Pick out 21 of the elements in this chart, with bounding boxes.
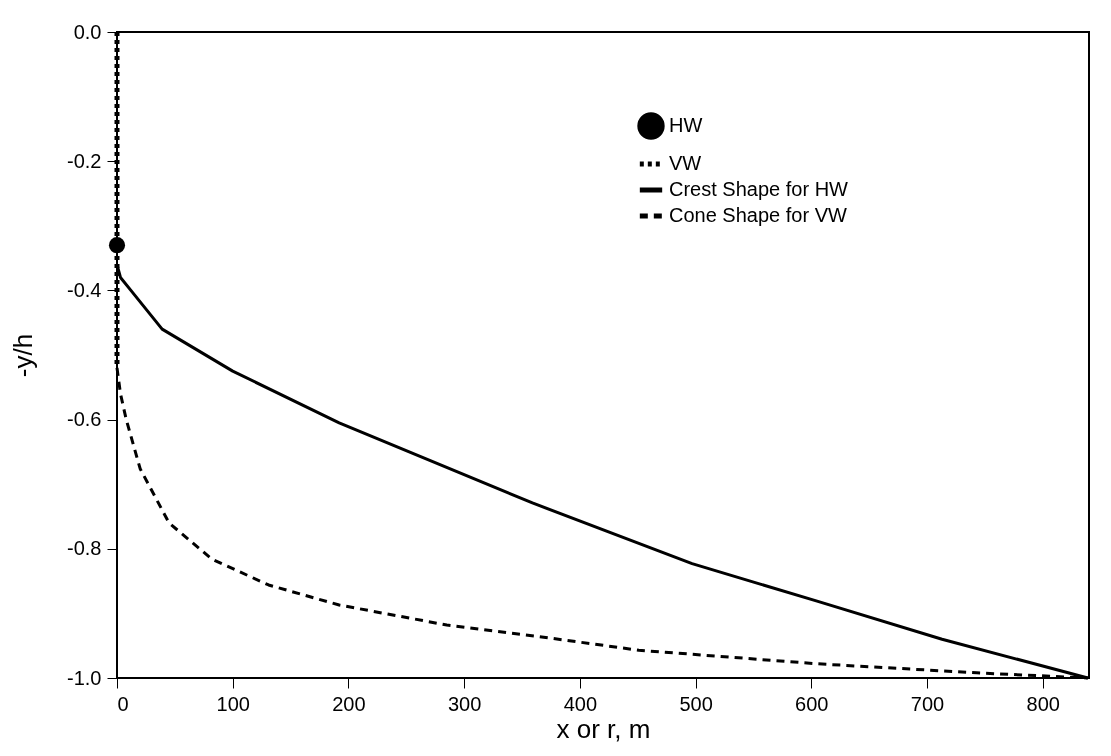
x-tick-label: 400 <box>563 692 598 715</box>
legend-label: Crest Shape for HW <box>669 178 849 200</box>
y-tick-label: -1.0 <box>67 666 102 689</box>
x-tick-label: 500 <box>679 692 713 715</box>
y-axis-title: -y/h <box>8 333 39 378</box>
y-tick-label: -0.6 <box>67 408 102 431</box>
x-tick-label: 800 <box>1026 692 1060 715</box>
x-tick-label: 100 <box>216 692 250 715</box>
y-tick-label: -0.8 <box>67 537 102 560</box>
y-tick-label: -0.2 <box>67 149 102 172</box>
x-tick-label: 700 <box>910 692 945 715</box>
x-tick-label: 200 <box>332 692 366 715</box>
y-tick-label: -0.4 <box>67 278 102 301</box>
legend-label: Cone Shape for VW <box>669 204 847 226</box>
x-tick-label: 300 <box>447 692 482 715</box>
legend-label: HW <box>669 114 703 136</box>
y-tick-label: 0.0 <box>73 20 102 43</box>
x-tick-label: 0 <box>117 692 129 715</box>
legend-label: VW <box>669 152 702 174</box>
x-tick-label: 600 <box>795 692 829 715</box>
x-axis-title: x or r, m <box>556 713 651 744</box>
